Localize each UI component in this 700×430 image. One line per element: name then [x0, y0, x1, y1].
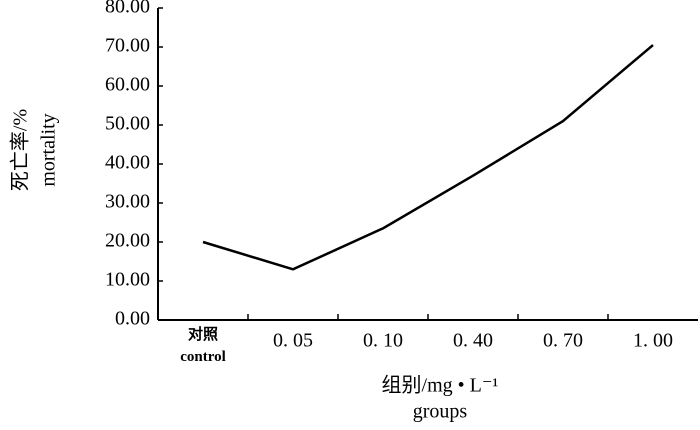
x-tick-label: 0. 70 — [543, 330, 583, 352]
y-axis-label: 死亡率/% — [9, 109, 32, 191]
y-tick-label: 20.00 — [105, 230, 150, 252]
x-tick-label: 0. 05 — [273, 330, 313, 352]
x-tick-label: 0. 40 — [453, 330, 493, 352]
x-tick-label: 1. 00 — [633, 330, 673, 352]
x-axis-label: 组别/mg • L⁻¹ — [382, 374, 499, 397]
y-tick-label: 0.00 — [115, 308, 150, 330]
y-tick-label: 70.00 — [105, 35, 150, 57]
line-series — [202, 44, 654, 271]
y-axis-label: mortality — [38, 113, 60, 186]
y-tick-label: 40.00 — [105, 152, 150, 174]
x-tick-label: 对照 control — [180, 325, 226, 365]
y-tick-label: 60.00 — [105, 74, 150, 96]
x-axis-label: groups — [413, 401, 468, 423]
x-tick-label: 0. 10 — [363, 330, 403, 352]
y-tick-label: 30.00 — [105, 191, 150, 213]
y-tick-label: 80.00 — [105, 0, 150, 18]
y-tick-label: 50.00 — [105, 113, 150, 135]
y-tick-label: 10.00 — [105, 269, 150, 291]
